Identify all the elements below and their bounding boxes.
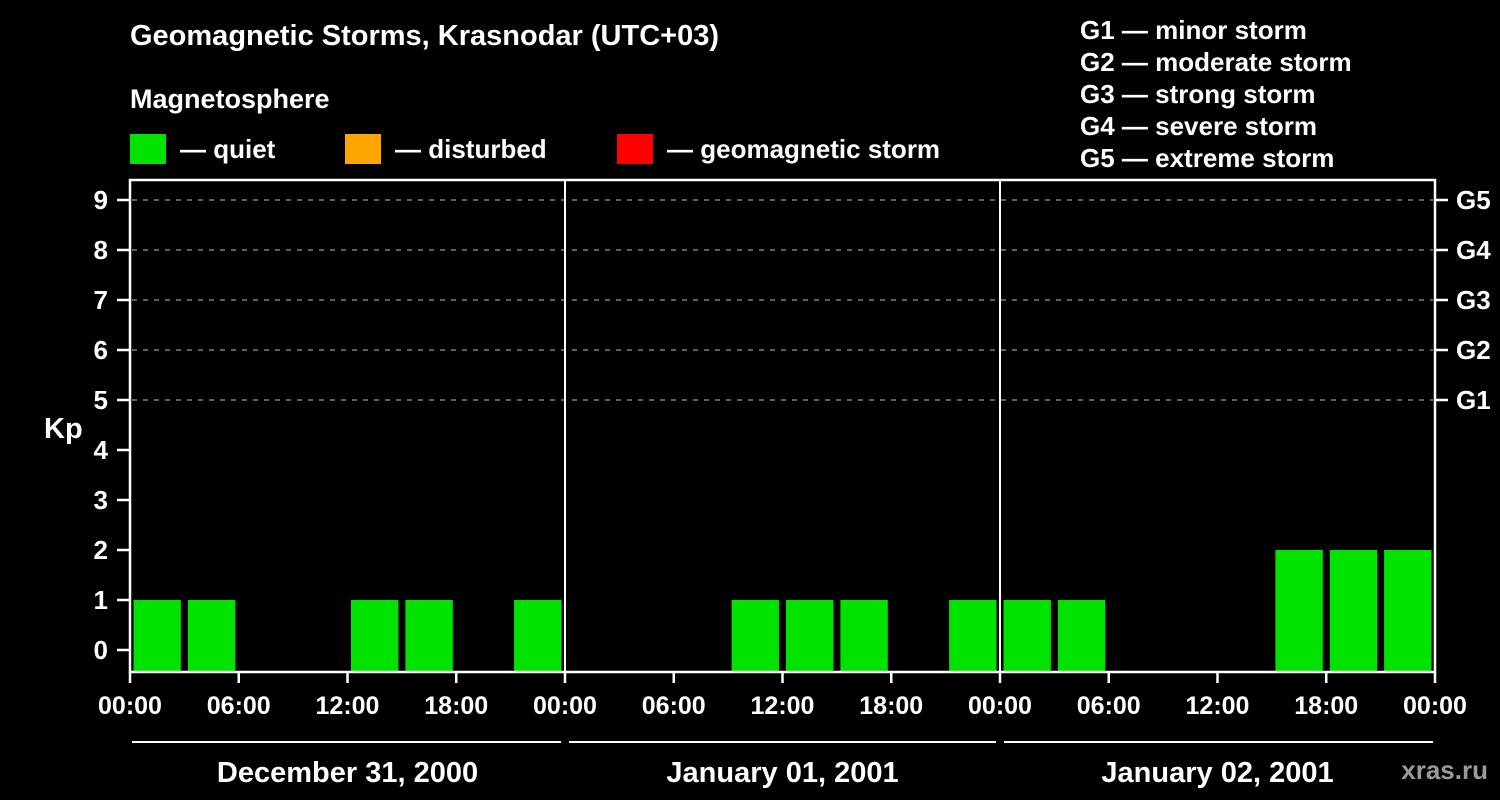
x-tick-label: 00:00 (968, 692, 1032, 720)
date-label: January 02, 2001 (1101, 757, 1333, 789)
y-axis-label: Kp (44, 413, 83, 445)
legend-item-quiet: — quiet (130, 133, 275, 165)
x-tick-label: 12:00 (1186, 692, 1250, 720)
g-scale-label: G2 (1456, 335, 1491, 365)
date-label: January 01, 2001 (666, 757, 898, 789)
y-tick-label: 0 (94, 635, 108, 665)
x-tick-label: 12:00 (751, 692, 815, 720)
x-tick-label: 06:00 (1077, 692, 1141, 720)
legend-item-disturbed: — disturbed (345, 133, 547, 165)
g3-legend-line: G3 — strong storm (1080, 79, 1316, 109)
y-tick-label: 5 (94, 385, 108, 415)
x-tick-label: 00:00 (533, 692, 597, 720)
kp-bar (133, 600, 181, 671)
y-tick-label: 7 (94, 285, 108, 315)
plot-border (128, 178, 1437, 674)
y-tick-label: 6 (94, 335, 108, 365)
kp-bar (1384, 550, 1432, 671)
g-scale-label: G4 (1456, 235, 1491, 265)
g1-legend-line: G1 — minor storm (1080, 15, 1307, 45)
storm-scale-legend: G1 — minor storm G2 — moderate storm G3 … (1080, 14, 1352, 174)
x-tick-label: 06:00 (207, 692, 271, 720)
y-tick-label: 8 (94, 235, 108, 265)
g5-legend-line: G5 — extreme storm (1080, 143, 1335, 173)
x-tick-label: 12:00 (316, 692, 380, 720)
g-scale-label: G3 (1456, 285, 1491, 315)
x-tick-label: 00:00 (1403, 692, 1467, 720)
kp-bar (514, 600, 562, 671)
g-scale-label: G5 (1456, 185, 1491, 215)
y-tick-label: 1 (94, 585, 108, 615)
magnetosphere-label: Magnetosphere (130, 84, 330, 114)
y-tick-label: 2 (94, 535, 108, 565)
g-scale-label: G1 (1456, 385, 1491, 415)
xras-watermark-link[interactable]: xras.ru (1401, 755, 1488, 785)
quiet-color-swatch (130, 134, 166, 164)
kp-bar (351, 600, 399, 671)
kp-bar (187, 600, 236, 671)
kp-bar (949, 600, 997, 671)
kp-bar (840, 600, 888, 671)
kp-bar (1329, 550, 1378, 671)
legend-item-storm: — geomagnetic storm (617, 133, 940, 165)
kp-bar (405, 600, 453, 671)
y-tick-label: 3 (94, 485, 108, 515)
storm-color-swatch (617, 134, 653, 164)
date-label: December 31, 2000 (217, 757, 478, 789)
legend-label-quiet: — quiet (180, 133, 276, 164)
legend-label-disturbed: — disturbed (395, 133, 547, 164)
y-tick-label: 9 (94, 185, 108, 215)
page-title: Geomagnetic Storms, Krasnodar (UTC+03) (130, 20, 720, 52)
x-tick-label: 18:00 (1294, 692, 1358, 720)
x-tick-label: 06:00 (642, 692, 706, 720)
kp-bar (731, 600, 779, 671)
x-tick-label: 18:00 (424, 692, 488, 720)
g4-legend-line: G4 — severe storm (1080, 111, 1318, 141)
disturbed-color-swatch (345, 134, 381, 164)
x-tick-label: 00:00 (98, 692, 162, 720)
y-tick-label: 4 (94, 435, 109, 465)
kp-bar (1003, 600, 1051, 671)
legend-label-storm: — geomagnetic storm (667, 133, 941, 164)
x-tick-label: 18:00 (859, 692, 923, 720)
g2-legend-line: G2 — moderate storm (1080, 47, 1352, 77)
kp-bar (1057, 600, 1106, 671)
kp-bar (786, 600, 834, 671)
kp-bar (1275, 550, 1323, 671)
